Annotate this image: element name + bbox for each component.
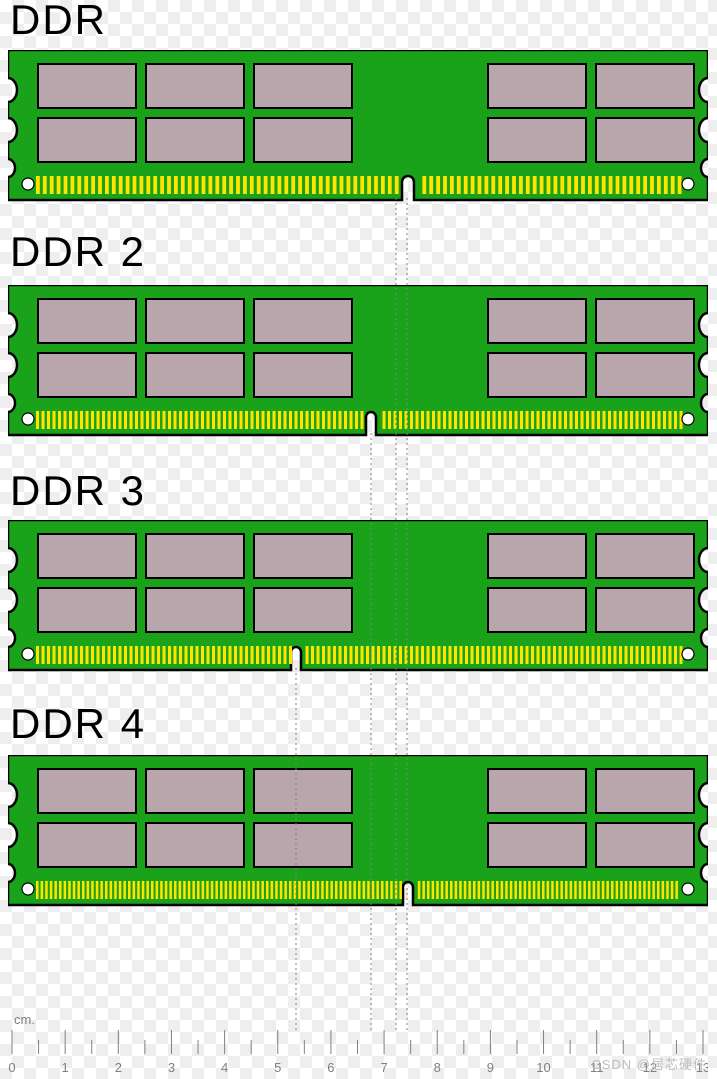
svg-text:8: 8 xyxy=(434,1060,441,1075)
title-ddr3: DDR 3 xyxy=(10,467,146,515)
svg-text:10: 10 xyxy=(536,1060,550,1075)
svg-text:0: 0 xyxy=(8,1060,15,1075)
module-ddr xyxy=(8,50,708,202)
svg-text:7: 7 xyxy=(380,1060,387,1075)
svg-text:2: 2 xyxy=(115,1060,122,1075)
title-ddr4: DDR 4 xyxy=(10,700,146,748)
svg-text:5: 5 xyxy=(274,1060,281,1075)
svg-text:6: 6 xyxy=(327,1060,334,1075)
svg-text:4: 4 xyxy=(221,1060,228,1075)
module-ddr4 xyxy=(8,755,708,907)
ruler-unit-label: cm. xyxy=(14,1012,35,1027)
title-ddr: DDR xyxy=(10,0,107,44)
svg-text:9: 9 xyxy=(487,1060,494,1075)
module-ddr3 xyxy=(8,520,708,672)
title-ddr2: DDR 2 xyxy=(10,228,146,276)
svg-text:3: 3 xyxy=(168,1060,175,1075)
module-ddr2 xyxy=(8,285,708,437)
svg-text:1: 1 xyxy=(62,1060,69,1075)
watermark: CSDN @居芯硬件 xyxy=(591,1054,707,1073)
